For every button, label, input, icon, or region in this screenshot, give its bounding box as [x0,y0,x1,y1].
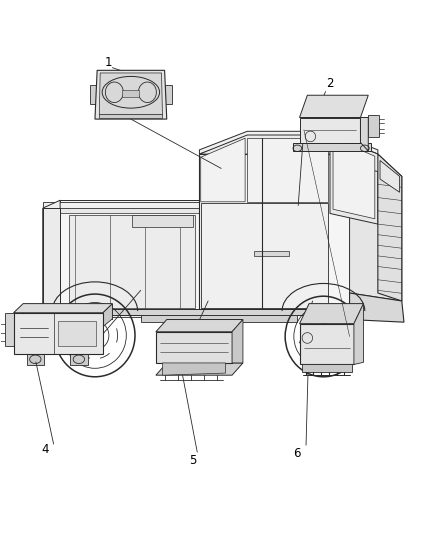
Polygon shape [254,251,289,256]
Polygon shape [201,138,245,202]
Polygon shape [300,324,354,365]
Polygon shape [156,363,243,375]
Polygon shape [69,215,195,308]
Polygon shape [156,332,232,363]
Polygon shape [380,160,399,192]
Polygon shape [199,131,378,155]
Text: 6: 6 [293,447,301,459]
Polygon shape [14,304,113,313]
Polygon shape [23,304,113,319]
Polygon shape [300,95,368,117]
Polygon shape [368,115,379,137]
Polygon shape [43,208,60,312]
Polygon shape [330,135,378,224]
Polygon shape [350,166,402,301]
Polygon shape [199,135,378,154]
Polygon shape [247,138,328,202]
Text: 2: 2 [326,77,334,90]
Polygon shape [300,304,364,324]
Polygon shape [99,73,162,115]
Polygon shape [330,135,402,176]
Polygon shape [58,321,95,346]
Polygon shape [70,353,88,365]
Polygon shape [43,312,199,317]
Polygon shape [350,293,404,322]
Polygon shape [354,304,364,365]
Text: 5: 5 [189,454,197,466]
Polygon shape [27,353,44,365]
Polygon shape [132,215,193,227]
Polygon shape [43,202,199,208]
Polygon shape [199,154,378,309]
Polygon shape [201,203,328,308]
Polygon shape [103,304,113,327]
Polygon shape [300,117,360,142]
Polygon shape [165,85,172,104]
Polygon shape [293,142,371,151]
Polygon shape [378,154,402,301]
Polygon shape [60,208,199,214]
Polygon shape [99,114,162,118]
Polygon shape [232,319,243,363]
Polygon shape [333,138,375,219]
Polygon shape [95,70,167,119]
Polygon shape [141,316,297,322]
Text: 1: 1 [104,56,112,69]
Polygon shape [156,319,243,332]
Polygon shape [360,117,368,151]
Polygon shape [43,200,60,317]
Polygon shape [122,90,139,97]
Polygon shape [302,365,352,372]
Polygon shape [60,200,199,312]
Text: 4: 4 [41,443,49,456]
Polygon shape [60,309,350,316]
Polygon shape [90,85,97,104]
Polygon shape [162,363,226,375]
Polygon shape [5,313,14,346]
Polygon shape [14,313,103,353]
